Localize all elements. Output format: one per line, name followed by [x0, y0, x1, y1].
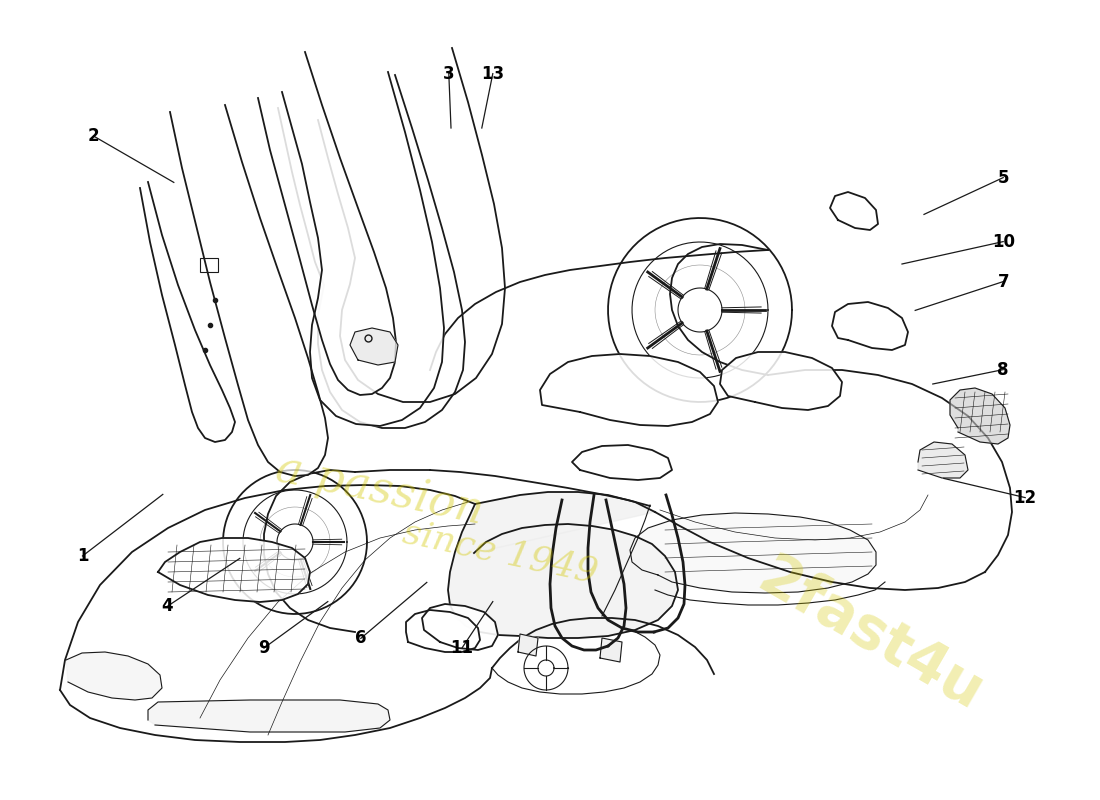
Polygon shape: [572, 445, 672, 480]
Polygon shape: [830, 192, 878, 230]
Polygon shape: [406, 610, 480, 652]
Polygon shape: [518, 634, 538, 656]
Polygon shape: [630, 513, 876, 593]
Text: 5: 5: [998, 169, 1009, 186]
Polygon shape: [540, 354, 718, 426]
Polygon shape: [600, 638, 621, 662]
Polygon shape: [158, 538, 310, 602]
Polygon shape: [350, 328, 398, 365]
Text: a passion: a passion: [273, 447, 487, 533]
Text: 1: 1: [77, 547, 88, 565]
Text: 11: 11: [451, 639, 473, 657]
Text: since 1949: since 1949: [399, 514, 601, 590]
Polygon shape: [148, 700, 390, 732]
Polygon shape: [720, 352, 842, 410]
Text: 8: 8: [998, 361, 1009, 378]
Polygon shape: [140, 182, 235, 442]
Text: 7: 7: [998, 273, 1009, 290]
Text: 13: 13: [481, 65, 505, 82]
Polygon shape: [448, 492, 678, 638]
Polygon shape: [422, 604, 498, 650]
Text: 4: 4: [162, 598, 173, 615]
Polygon shape: [832, 302, 908, 350]
Polygon shape: [66, 652, 162, 700]
Text: 6: 6: [355, 630, 366, 647]
Text: 12: 12: [1013, 489, 1037, 506]
Text: 2: 2: [88, 127, 99, 145]
Polygon shape: [258, 52, 396, 395]
Text: 3: 3: [443, 65, 454, 82]
Polygon shape: [918, 442, 968, 478]
Polygon shape: [950, 388, 1010, 444]
Text: 10: 10: [992, 233, 1014, 250]
Polygon shape: [170, 105, 328, 476]
Polygon shape: [318, 48, 505, 402]
Bar: [200, 258, 218, 272]
Polygon shape: [282, 72, 444, 426]
Text: 9: 9: [258, 639, 270, 657]
Text: 2fast4u: 2fast4u: [747, 548, 992, 722]
